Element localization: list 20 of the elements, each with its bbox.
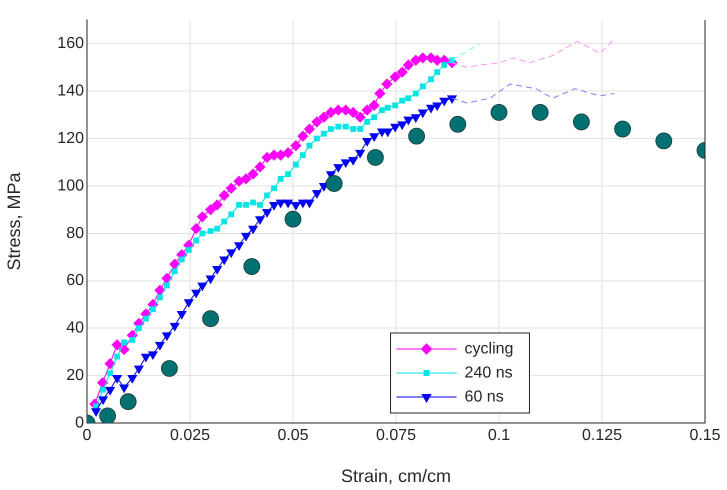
y-tick-label: 20 (66, 366, 84, 384)
y-tick-label: 160 (57, 35, 84, 52)
y-tick-label: 80 (66, 224, 84, 242)
y-tick-label: 120 (57, 130, 84, 147)
legend-label: 240 ns (464, 364, 513, 382)
x-tick-label: 0.15 (689, 427, 721, 444)
y-tick-label: 0 (75, 414, 84, 432)
x-tick-label: 0.025 (170, 427, 210, 444)
y-axis-title: Stress, MPa (4, 172, 24, 271)
legend-label: cycling (464, 340, 514, 358)
x-tick-label: 0.125 (582, 427, 622, 444)
y-tick-label: 140 (57, 82, 84, 100)
x-tick-label: 0.1 (488, 427, 510, 444)
y-tick-label: 60 (66, 272, 84, 290)
x-axis-title: Strain, cm/cm (340, 466, 452, 486)
x-tick-label: 0.05 (277, 427, 309, 444)
legend-label: 60 ns (464, 388, 504, 406)
y-tick-label: 100 (57, 177, 84, 194)
y-tick-label: 40 (66, 320, 84, 337)
x-tick-label: 0.075 (376, 427, 416, 444)
